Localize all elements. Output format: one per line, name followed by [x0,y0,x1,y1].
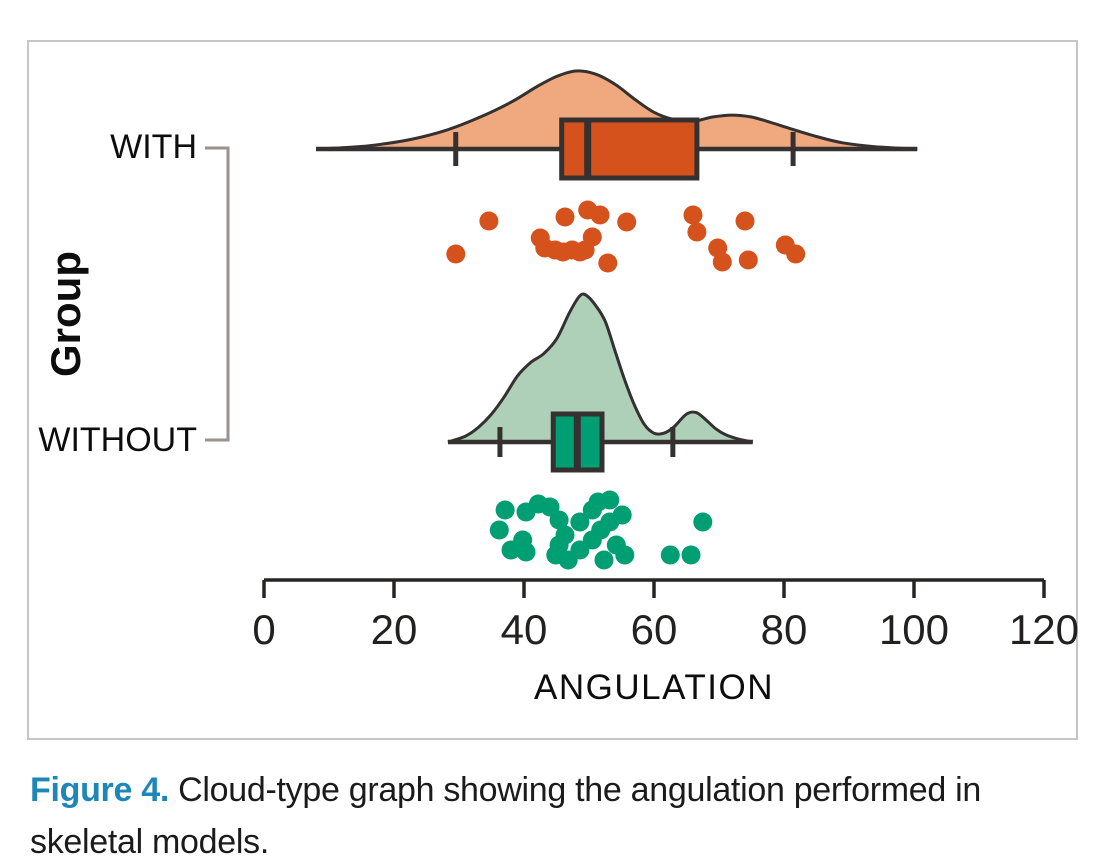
data-point-with [735,211,755,231]
category-label-without: WITHOUT [38,421,197,459]
data-point-without [516,542,536,562]
data-point-without [615,545,635,565]
data-point-without [660,545,680,565]
data-point-without [612,505,632,525]
data-point-without [549,510,569,530]
data-point-with [712,252,732,272]
data-point-with [446,244,466,264]
box-with [559,117,700,181]
data-point-without [600,490,620,510]
data-point-without [693,512,713,532]
data-point-with [582,227,602,247]
data-point-with [617,212,637,232]
category-label-with: WITH [110,128,197,166]
figure-caption: Figure 4. Cloud-type graph showing the a… [30,764,1075,860]
x-axis-title: ANGULATION [534,668,774,707]
density-outline-with [315,69,918,151]
data-point-with [598,253,618,273]
data-point-with [555,207,575,227]
data-point-without [489,520,509,540]
raincloud-chart: 0 20 40 60 80 100 120 [205,69,1079,653]
group-bracket [205,146,230,442]
caption-line-1: Cloud-type graph showing the angulation … [178,771,981,809]
data-point-with [786,244,806,264]
x-tick-label: 20 [371,606,418,653]
data-point-with [683,205,703,225]
data-point-without [594,550,614,570]
x-tick-label: 40 [501,606,548,653]
density-outline-without [447,292,754,444]
density-area-with [316,70,918,149]
figure-number: Figure 4. [30,771,169,809]
x-tick-label: 60 [631,606,678,653]
y-axis-title: Group [42,251,89,377]
data-point-without [495,500,515,520]
data-point-with [479,211,499,231]
x-tick-label: 80 [761,606,808,653]
data-point-without [555,525,575,545]
density-area-without [447,294,753,442]
x-tick-label: 0 [252,606,275,653]
data-point-with [738,250,758,270]
data-point-with [590,205,610,225]
x-tick-label: 120 [1009,606,1079,653]
data-point-without [570,512,590,532]
caption-line-2: skeletal models. [30,823,269,860]
x-tick-label: 100 [879,606,949,653]
data-point-with [687,222,707,242]
data-point-without [681,545,701,565]
